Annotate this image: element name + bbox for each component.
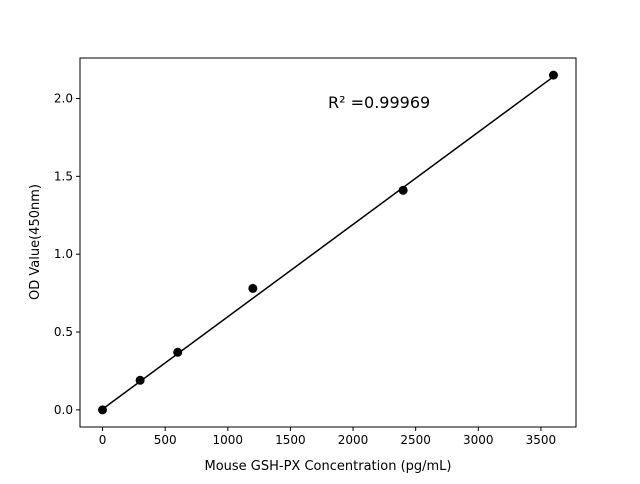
plot-marks (98, 70, 558, 415)
data-point (548, 70, 558, 80)
x-tick-label: 0 (99, 433, 107, 447)
x-tick-label: 3500 (526, 433, 557, 447)
x-tick-label: 1000 (213, 433, 244, 447)
data-point (98, 405, 108, 415)
r-squared-annotation: R² =0.99969 (328, 93, 430, 112)
y-tick-label: 1.0 (54, 247, 73, 261)
x-tick-label: 2500 (400, 433, 431, 447)
y-axis-label: OD Value(450nm) (28, 184, 43, 300)
data-point (248, 283, 258, 293)
x-axis: 0 500 1000 1500 2000 2500 3000 3500 (99, 427, 556, 447)
data-point (398, 185, 408, 195)
y-tick-label: 1.5 (54, 169, 73, 183)
data-point (173, 347, 183, 357)
y-tick-label: 2.0 (54, 91, 73, 105)
y-tick-label: 0.5 (54, 325, 73, 339)
x-tick-label: 1500 (275, 433, 306, 447)
y-tick-label: 0.0 (54, 403, 73, 417)
y-axis: 0.0 0.5 1.0 1.5 2.0 (54, 91, 80, 417)
x-tick-label: 500 (154, 433, 177, 447)
x-axis-label: Mouse GSH-PX Concentration (pg/mL) (204, 459, 451, 474)
x-tick-label: 2000 (338, 433, 369, 447)
x-tick-label: 3000 (463, 433, 494, 447)
data-point (135, 375, 145, 385)
